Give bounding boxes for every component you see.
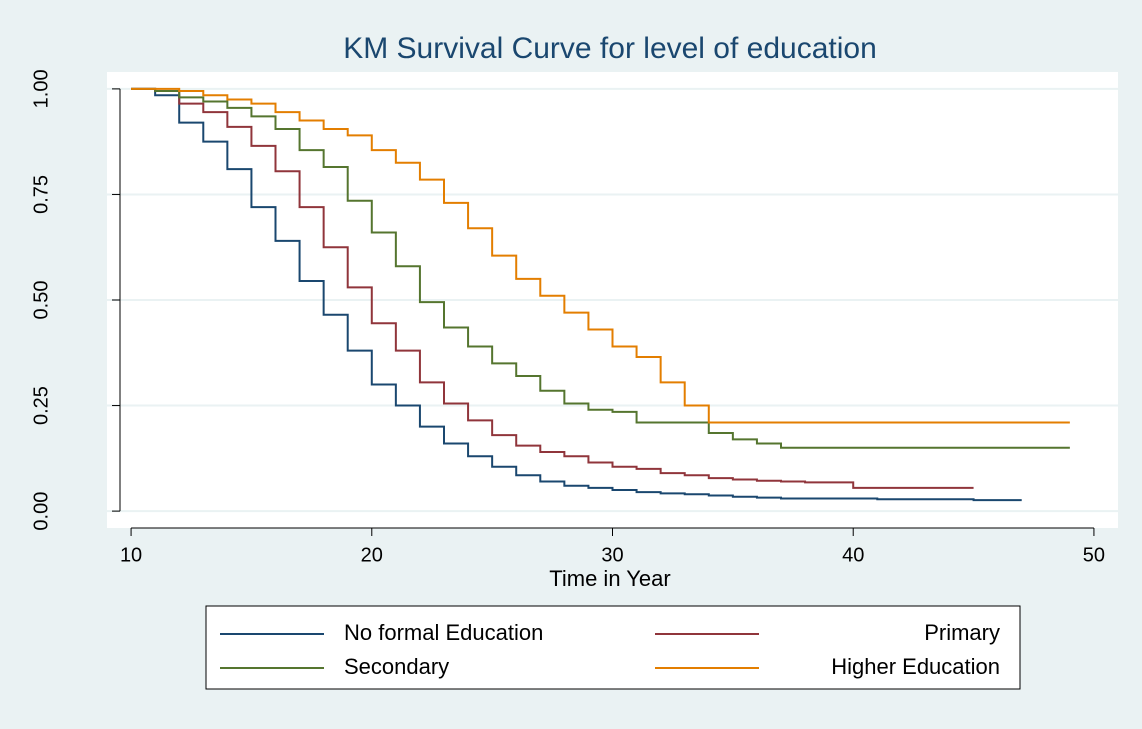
x-tick-label: 30 [601,544,623,566]
x-tick-label: 40 [842,544,864,566]
survival-curve [131,87,1022,502]
chart-title: KM Survival Curve for level of education [343,32,877,65]
survival-curve [131,87,974,489]
x-axis-label: Time in Year [549,566,670,591]
legend-label: Secondary [344,654,449,679]
legend-label: Higher Education [831,654,1000,679]
y-tick-label: 0.00 [30,492,52,531]
y-tick-label: 0.50 [30,281,52,320]
y-tick-label: 1.00 [30,69,52,108]
x-tick-label: 10 [120,544,142,566]
survival-curve [131,87,1070,449]
legend [205,605,1021,690]
y-tick-label: 0.75 [30,175,52,214]
legend-label: Primary [924,620,1000,645]
survival-curve [131,87,1070,424]
x-tick-label: 20 [361,544,383,566]
x-tick-label: 50 [1083,544,1105,566]
y-tick-label: 0.25 [30,386,52,425]
legend-label: No formal Education [344,620,543,645]
